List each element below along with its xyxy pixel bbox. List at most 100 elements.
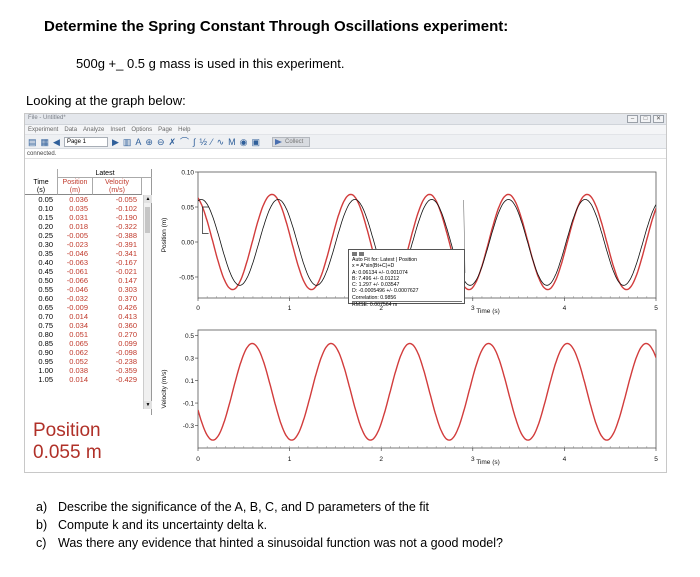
window-title: File - Untitled* [28, 115, 66, 121]
table-row[interactable]: 0.30 -0.023 -0.391 [25, 240, 142, 249]
menu-experiment[interactable]: Experiment [28, 126, 59, 133]
menu-help[interactable]: Help [178, 126, 191, 133]
table-row[interactable]: 0.15 0.031 -0.190 [25, 213, 142, 222]
y-tick-label: -0.3 [183, 423, 195, 430]
open-file-icon[interactable]: ▤ [28, 136, 37, 147]
menu-data[interactable]: Data [64, 126, 78, 133]
graph-icon[interactable]: ▣ [251, 136, 260, 147]
column-header-time[interactable]: Time (s) [25, 169, 58, 195]
data-table: Latest Time (s) Position (m) Velocity (m… [25, 169, 152, 415]
fit-box-icon[interactable] [359, 252, 364, 256]
velocity-cell: 0.147 [118, 276, 137, 285]
page-forward-icon[interactable]: ▶ [111, 136, 119, 147]
time-cell: 0.95 [38, 357, 53, 366]
table-row[interactable]: 1.05 0.014 -0.429 [25, 375, 142, 384]
page-back-icon[interactable]: ◀ [53, 136, 60, 147]
fit-region-bracket [202, 206, 209, 234]
table-row[interactable]: 0.70 0.014 0.413 [25, 312, 142, 321]
menu-options[interactable]: Options [131, 126, 153, 133]
table-row[interactable]: 0.25 -0.005 -0.388 [25, 231, 142, 240]
x-tick-label: 3 [471, 456, 475, 463]
scroll-thumb[interactable] [145, 207, 150, 233]
table-row[interactable]: 0.65 -0.009 0.426 [25, 303, 142, 312]
close-icon[interactable]: ✕ [653, 115, 664, 123]
y-tick-label: -0.1 [183, 401, 195, 408]
zoom-in-icon[interactable]: ⊕ [145, 136, 153, 147]
time-cell: 0.30 [38, 240, 53, 249]
examine-icon[interactable]: ✗ [168, 136, 177, 147]
fit-param-c: C: 1.297 +/- 0.03547 [352, 282, 400, 289]
print-icon[interactable]: ▦ [40, 136, 50, 147]
autoscale-icon[interactable]: A [135, 136, 142, 147]
tangent-icon[interactable]: ⌒ [180, 136, 190, 147]
collect-button[interactable]: Collect [271, 136, 310, 147]
linear-fit-icon[interactable]: ⁄ [211, 136, 213, 147]
time-cell: 0.80 [38, 330, 53, 339]
table-row[interactable]: 0.85 0.065 0.099 [25, 339, 142, 348]
menu-bar: Experiment Data Analyze Insert Options P… [25, 125, 666, 135]
velocity-cell: -0.391 [115, 240, 137, 249]
table-row[interactable]: 0.40 -0.063 -0.167 [25, 258, 142, 267]
x-tick-label: 1 [288, 456, 292, 463]
fft-icon[interactable]: M [228, 136, 236, 147]
position-cell: 0.034 [69, 321, 88, 330]
scroll-down-icon[interactable]: ▼ [144, 401, 152, 409]
table-row[interactable]: 0.50 -0.066 0.147 [25, 276, 142, 285]
x-tick-label: 5 [654, 305, 658, 312]
y-tick-label: 0.5 [185, 333, 194, 340]
time-cell: 0.65 [38, 303, 53, 312]
velocity-cell: -0.190 [115, 213, 137, 222]
fit-rmse: RMSE: 0.007564 m [352, 301, 462, 308]
position-cell: -0.063 [66, 258, 88, 267]
velocity-cell: -0.341 [115, 249, 137, 258]
table-row[interactable]: 0.75 0.034 0.360 [25, 321, 142, 330]
page-select[interactable]: Page 1 [63, 136, 108, 147]
fit-box-icon[interactable] [352, 252, 357, 256]
velocity-cell: -0.167 [115, 258, 137, 267]
table-row[interactable]: 0.45 -0.061 -0.021 [25, 267, 142, 276]
velocity-cell: -0.098 [115, 348, 137, 357]
minimize-icon[interactable]: – [627, 115, 638, 123]
maximize-icon[interactable]: □ [640, 115, 651, 123]
x-tick-label: 4 [563, 456, 567, 463]
x-tick-label: 0 [196, 305, 200, 312]
table-row[interactable]: 0.55 -0.046 0.303 [25, 285, 142, 294]
table-row[interactable]: 0.60 -0.032 0.370 [25, 294, 142, 303]
camera-icon[interactable]: ◉ [239, 136, 248, 147]
time-cell: 0.25 [38, 231, 53, 240]
statistics-icon[interactable]: ½ [199, 136, 208, 147]
table-row[interactable]: 1.00 0.038 -0.359 [25, 366, 142, 375]
time-cell: 0.35 [38, 249, 53, 258]
table-icon[interactable]: ▥ [122, 136, 132, 147]
table-row[interactable]: 0.95 0.052 -0.238 [25, 357, 142, 366]
menu-analyze[interactable]: Analyze [83, 126, 105, 133]
table-rows: 0.05 0.036 -0.055 0.10 0.035 -0.102 0.15 0.031 -… [25, 195, 142, 384]
scroll-up-icon[interactable]: ▲ [144, 195, 152, 203]
fit-param-d: D: -0.0005496 +/- 0.0007627 [352, 288, 419, 295]
curve-fit-icon[interactable]: ∿ [216, 136, 225, 147]
position-meter: Position 0.055 m [25, 420, 152, 464]
table-row[interactable]: 0.80 0.051 0.270 [25, 330, 142, 339]
status-text: connected. [25, 149, 666, 159]
column-header-velocity[interactable]: Velocity (m/s) [93, 178, 142, 195]
position-cell: -0.061 [66, 267, 88, 276]
table-scrollbar[interactable]: ▲ ▼ [143, 195, 152, 409]
table-row[interactable]: 0.05 0.036 -0.055 [25, 195, 142, 204]
table-row[interactable]: 0.90 0.062 -0.098 [25, 348, 142, 357]
position-cell: -0.009 [66, 303, 88, 312]
table-row[interactable]: 0.10 0.035 -0.102 [25, 204, 142, 213]
menu-page[interactable]: Page [158, 126, 173, 133]
table-row[interactable]: 0.35 -0.046 -0.341 [25, 249, 142, 258]
question-c: c) Was there any evidence that hinted a … [36, 536, 503, 550]
auto-fit-box[interactable]: Auto Fit for: Latest | Position x = A*si… [348, 249, 465, 308]
time-cell: 0.85 [38, 339, 53, 348]
menu-insert[interactable]: Insert [110, 126, 126, 133]
zoom-out-icon[interactable]: ⊖ [156, 136, 165, 147]
table-row[interactable]: 0.20 0.018 -0.322 [25, 222, 142, 231]
column-header-position[interactable]: Position (m) [58, 178, 93, 195]
velocity-cell: -0.102 [115, 204, 137, 213]
integral-icon[interactable]: ∫ [193, 136, 196, 147]
time-cell: 0.10 [38, 204, 53, 213]
x-axis-label: Time (s) [476, 308, 500, 315]
